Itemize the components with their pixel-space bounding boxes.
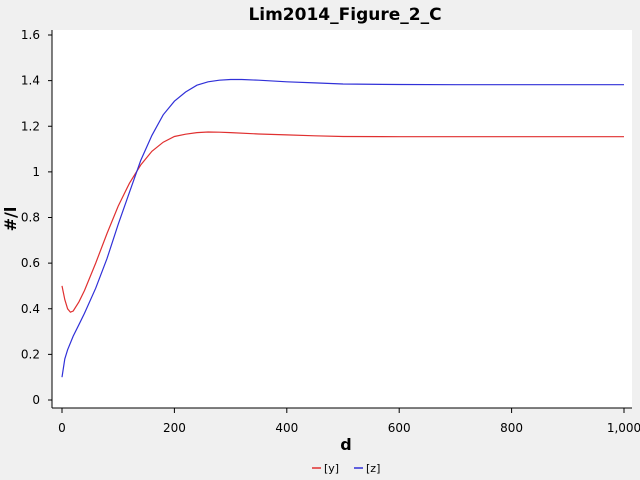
plot-area bbox=[52, 30, 632, 408]
y-axis-title: #/l bbox=[1, 207, 20, 232]
y-tick-label: 0.4 bbox=[21, 302, 40, 316]
series-layer bbox=[61, 78, 624, 378]
y-tick-label: 1.2 bbox=[21, 119, 40, 133]
y-tick-label: 1.4 bbox=[21, 74, 40, 88]
y-tick-label: 0.8 bbox=[21, 211, 40, 225]
series-line-0 bbox=[61, 131, 624, 313]
y-axis-ticks: 0 0.2 0.4 0.6 0.8 1 1.2 1.4 1.6 bbox=[21, 28, 52, 407]
x-tick-label: 200 bbox=[163, 421, 186, 435]
x-tick-label: 1,000 bbox=[607, 421, 640, 435]
x-tick-label: 0 bbox=[58, 421, 66, 435]
y-tick-label: 0 bbox=[32, 393, 40, 407]
x-tick-label: 400 bbox=[275, 421, 298, 435]
x-axis-title: d bbox=[340, 435, 351, 454]
x-tick-label: 800 bbox=[500, 421, 523, 435]
y-tick-label: 1.6 bbox=[21, 28, 40, 42]
y-tick-label: 0.6 bbox=[21, 256, 40, 270]
y-tick-label: 0.2 bbox=[21, 347, 40, 361]
x-tick-label: 600 bbox=[388, 421, 411, 435]
x-axis-ticks: 0 200 400 600 800 1,000 bbox=[58, 408, 640, 435]
chart-title: Lim2014_Figure_2_C bbox=[248, 5, 441, 25]
legend: [y] [z] bbox=[312, 462, 380, 475]
legend-label-1: [z] bbox=[366, 462, 380, 475]
legend-label-0: [y] bbox=[324, 462, 339, 475]
series-line-1 bbox=[61, 78, 624, 378]
y-tick-label: 1 bbox=[32, 165, 40, 179]
